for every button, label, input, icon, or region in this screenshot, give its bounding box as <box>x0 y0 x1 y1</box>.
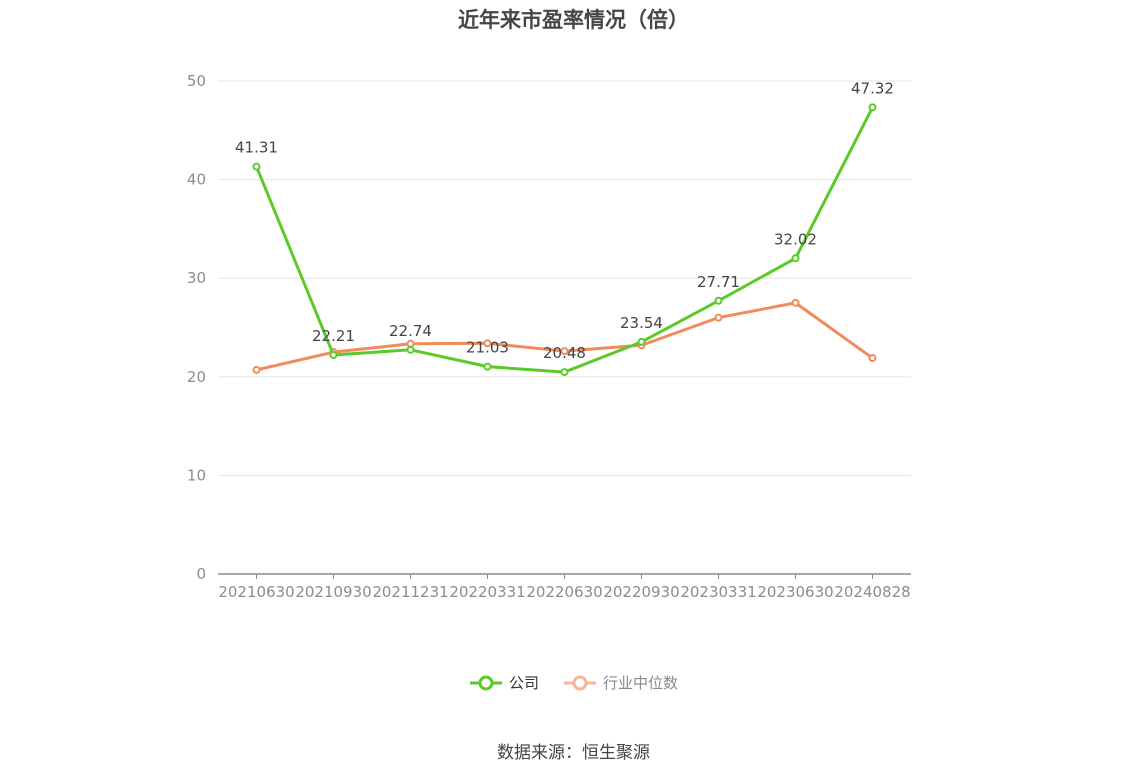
y-tick-label: 30 <box>187 269 206 287</box>
data-point-company <box>714 296 723 305</box>
x-tick-label: 20220331 <box>449 583 525 601</box>
data-point-industry <box>560 347 569 356</box>
x-axis: 20210630 20210930 20211231 20220331 20220630… <box>218 573 911 601</box>
data-label-company: 32.02 <box>774 230 817 248</box>
chart-title: 近年来市盈率情况（倍） <box>458 8 689 32</box>
legend-item-industry[interactable]: 行业中位数 <box>563 672 678 693</box>
data-label-company: 20.48 <box>543 344 586 362</box>
legend-item-company[interactable]: 公司 <box>469 672 539 693</box>
data-source: 数据来源：恒生聚源 <box>497 743 650 763</box>
y-axis-ticks: 0 10 20 30 40 50 <box>187 72 206 583</box>
x-tick-label: 20210930 <box>295 583 371 601</box>
data-point-industry <box>791 298 800 307</box>
data-point-company <box>329 351 338 360</box>
data-point-company <box>252 162 261 171</box>
legend-label-company: 公司 <box>508 674 539 692</box>
x-tick-label: 20211231 <box>372 583 448 601</box>
y-tick-label: 40 <box>187 171 206 189</box>
data-label-company: 22.21 <box>312 327 355 345</box>
data-labels: 41.31 22.21 22.74 21.03 20.48 23.54 27.71 32.02… <box>235 79 894 362</box>
y-tick-label: 50 <box>187 72 206 90</box>
series-group <box>252 103 877 377</box>
data-point-company <box>868 103 877 112</box>
data-label-company: 47.32 <box>851 79 894 97</box>
data-point-company <box>406 345 415 354</box>
data-label-company: 27.71 <box>697 273 740 291</box>
x-tick-label: 20230630 <box>757 583 833 601</box>
data-point-industry <box>714 313 723 322</box>
data-point-company <box>560 368 569 377</box>
y-tick-label: 20 <box>187 368 206 386</box>
data-point-company <box>791 254 800 263</box>
x-tick-label: 20220630 <box>526 583 602 601</box>
data-label-company: 41.31 <box>235 139 278 157</box>
legend: 公司 行业中位数 <box>0 672 1147 693</box>
x-tick-label: 20230331 <box>680 583 756 601</box>
x-tick-label: 20240828 <box>834 583 910 601</box>
legend-label-industry: 行业中位数 <box>603 674 679 692</box>
data-point-company <box>483 362 492 371</box>
data-point-industry <box>483 339 492 348</box>
legend-company-icon <box>469 675 502 690</box>
data-label-company: 23.54 <box>620 314 663 332</box>
data-point-industry <box>252 365 261 374</box>
grid-lines <box>218 80 911 476</box>
y-tick-label: 0 <box>196 565 206 583</box>
x-tick-label: 20210630 <box>218 583 294 601</box>
x-tick-label: 20220930 <box>603 583 679 601</box>
data-label-company: 22.74 <box>389 322 432 340</box>
data-point-company <box>637 337 646 346</box>
y-tick-label: 10 <box>187 466 206 484</box>
data-label-company: 21.03 <box>466 339 509 357</box>
legend-industry-icon <box>564 675 596 690</box>
data-point-industry <box>868 354 877 363</box>
